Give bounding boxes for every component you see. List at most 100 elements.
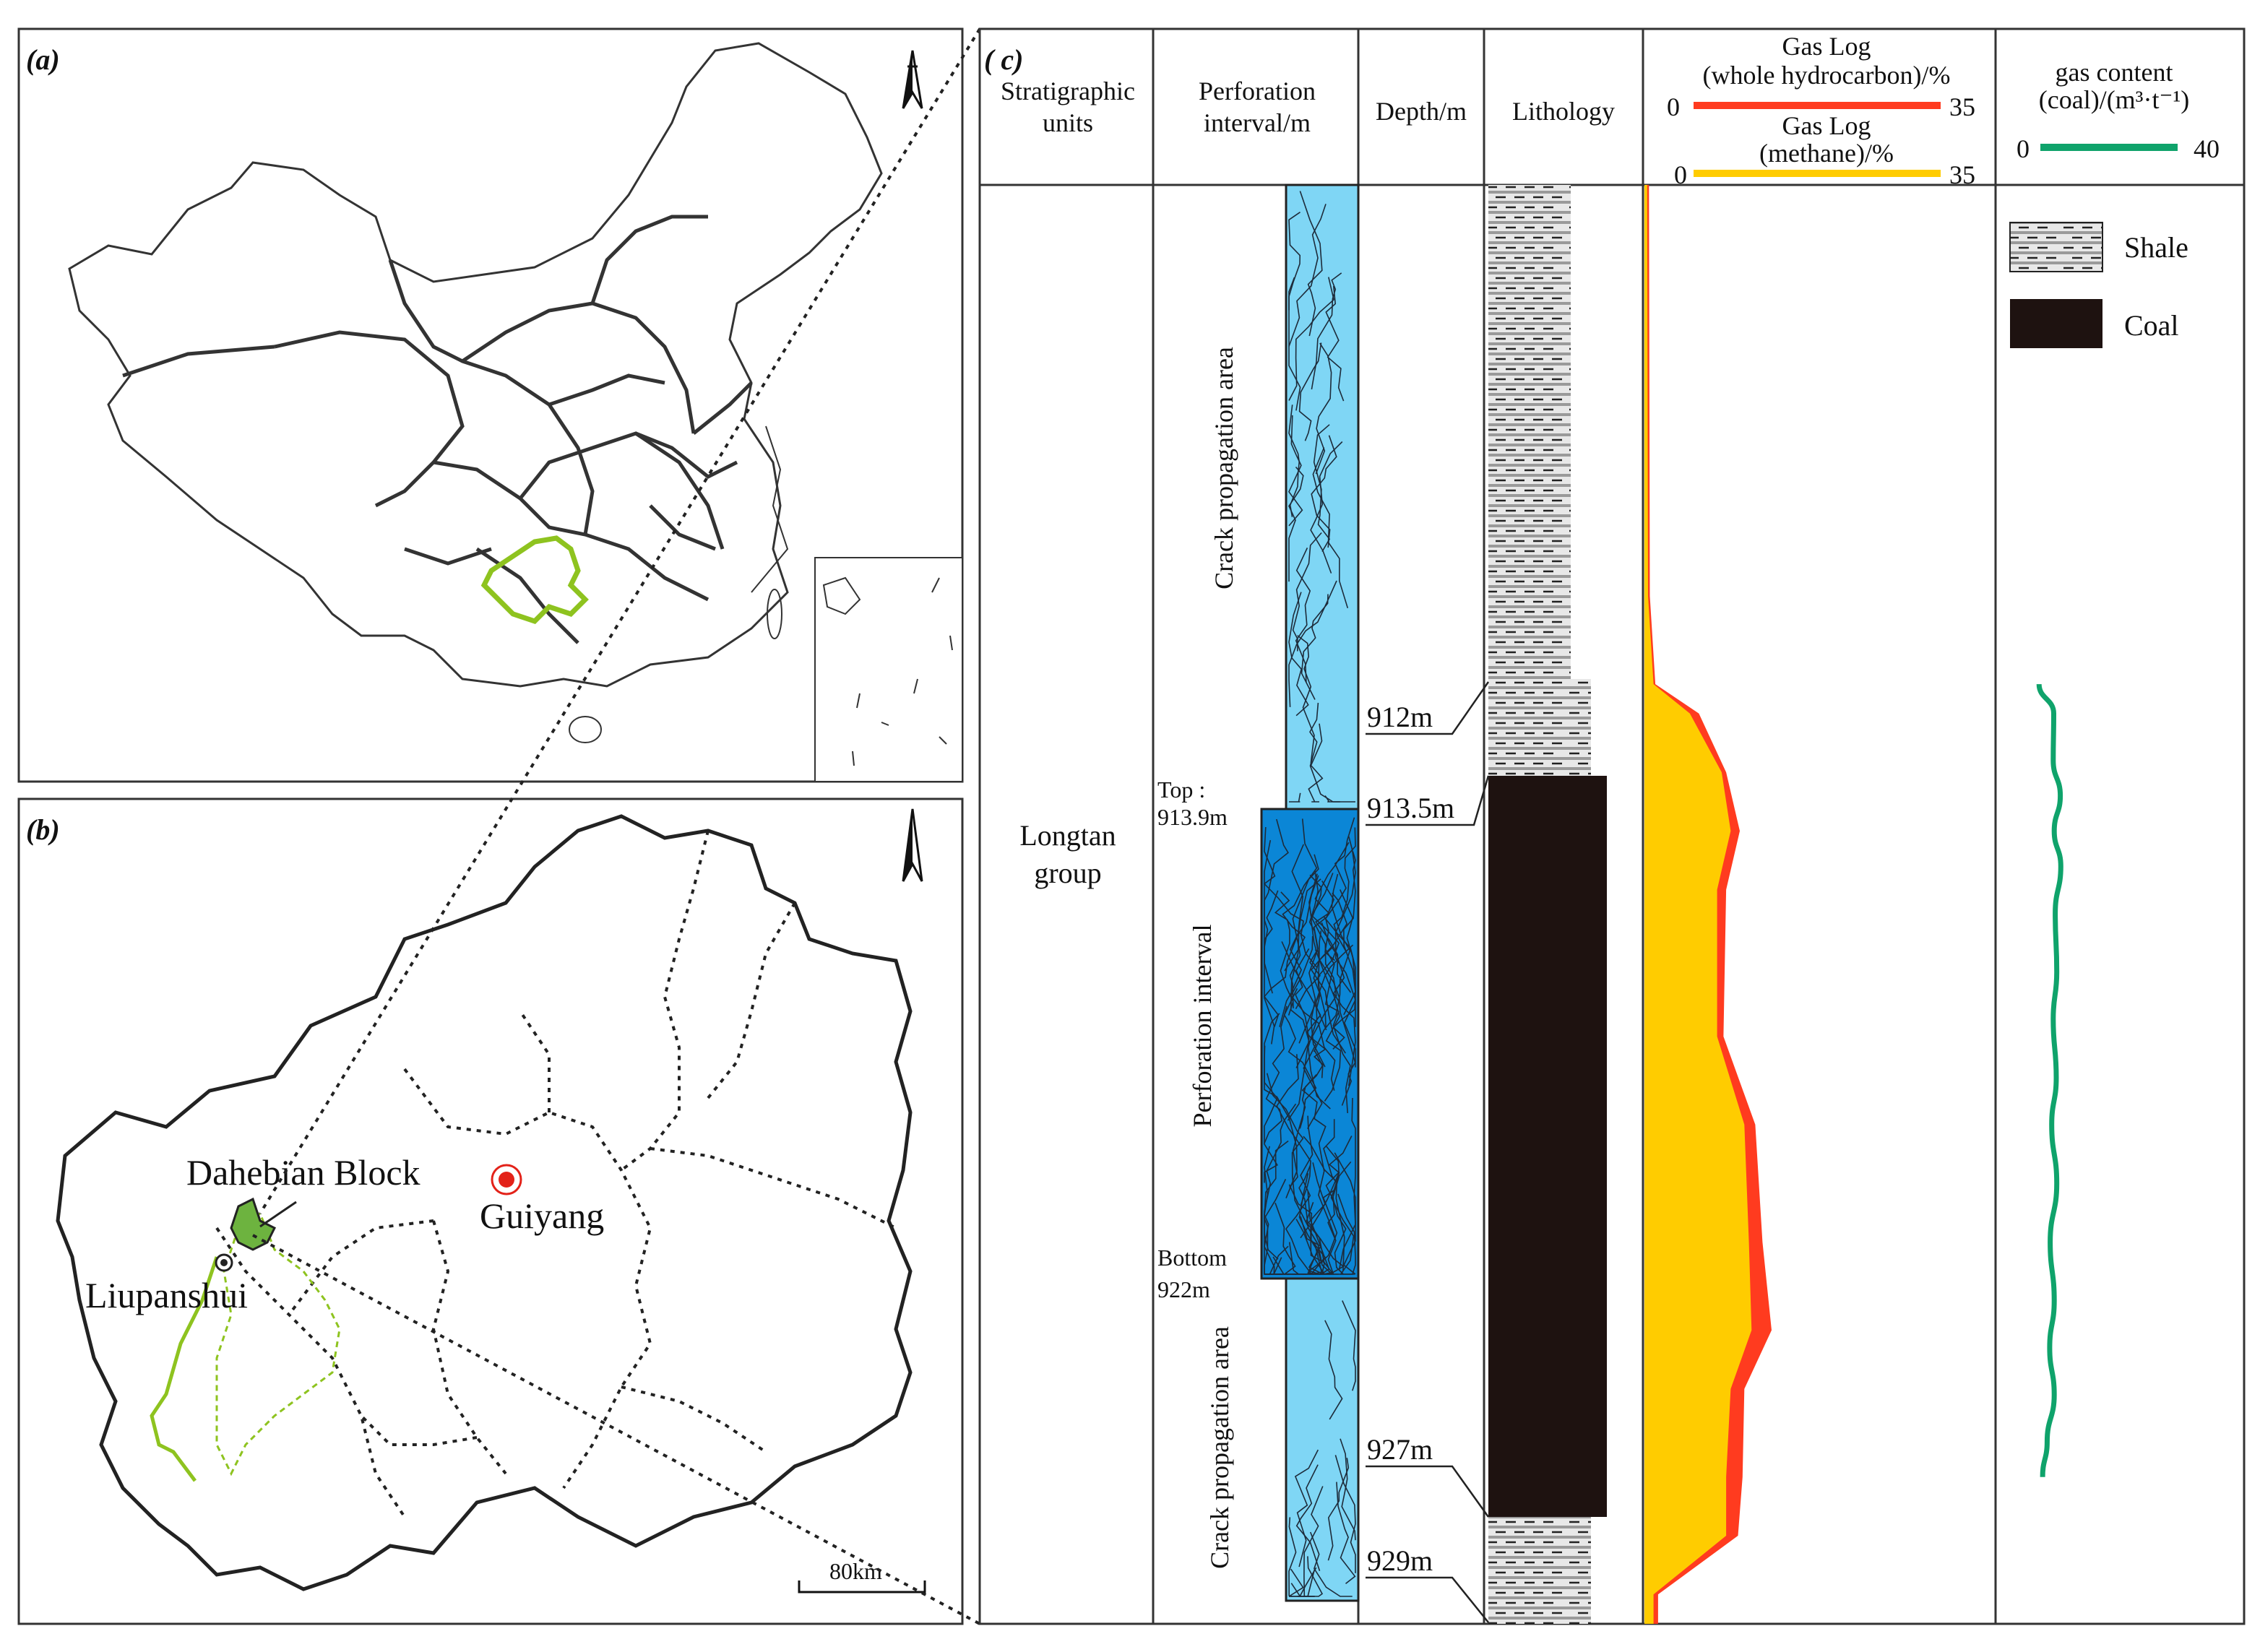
fracture-line xyxy=(1288,212,1301,311)
south-china-sea-inset xyxy=(814,557,963,782)
fracture-lines xyxy=(1263,191,1356,1597)
panel-c: ( c) Stratigraphic units Perforation int… xyxy=(978,27,2246,1625)
fracture-line xyxy=(1340,1438,1356,1541)
fracture-line xyxy=(1263,826,1317,968)
zoom-connectors xyxy=(252,27,981,1625)
header-gas3-line2: (coal)/(m³·t⁻¹) xyxy=(2039,85,2190,114)
fracture-line xyxy=(1279,844,1304,1027)
depth-marks xyxy=(1366,681,1490,1623)
perf-bottom-label-line1: Bottom xyxy=(1157,1245,1227,1271)
header-gas2-line1: Gas Log xyxy=(1782,111,1871,140)
fracture-line xyxy=(1288,204,1327,347)
liupanshui-city-icon xyxy=(215,1253,233,1272)
fracture-line xyxy=(1291,1246,1320,1275)
fracture-line xyxy=(1308,723,1324,803)
fracture-line xyxy=(1290,935,1336,1091)
panel-b-tag: (b) xyxy=(26,813,60,846)
fracture-line xyxy=(1303,1486,1324,1597)
header-perf-line2: interval/m xyxy=(1204,108,1311,137)
lithology-shale-upper xyxy=(1488,185,1571,679)
header-strat-line2: units xyxy=(1043,108,1093,137)
header-gas2-line2: (methane)/% xyxy=(1759,139,1894,168)
fracture-line xyxy=(1288,592,1309,717)
whole-scale-min: 0 xyxy=(1667,92,1680,121)
strat-unit-line2: group xyxy=(1034,857,1101,889)
upper-crack-zone-label: Crack propagation area xyxy=(1209,347,1238,589)
fracture-line xyxy=(1324,949,1351,1114)
fracture-line xyxy=(1308,1162,1334,1275)
strat-unit-line1: Longtan xyxy=(1019,819,1116,852)
gas-content-scale-min: 0 xyxy=(2017,134,2030,163)
header-stratigraphic: Stratigraphic units xyxy=(1001,77,1135,137)
header-depth: Depth/m xyxy=(1376,97,1467,126)
header-gas1-line2: (whole hydrocarbon)/% xyxy=(1703,61,1951,90)
guizhou-outline xyxy=(480,535,589,625)
perf-bottom-label-line2: 922m xyxy=(1157,1276,1210,1302)
fracture-line xyxy=(1342,1300,1356,1391)
fracture-line xyxy=(1338,1097,1356,1271)
fracture-line xyxy=(1287,948,1310,1121)
fracture-line xyxy=(1336,1482,1356,1585)
fracture-line xyxy=(1289,854,1319,1008)
fracture-line xyxy=(1333,827,1356,952)
perf-lower-crack-zone xyxy=(1285,1277,1360,1602)
fracture-line xyxy=(1339,889,1356,1068)
fracture-line xyxy=(1314,842,1352,993)
methane-scale-max: 35 xyxy=(1949,160,1975,189)
dahebian-block-icon xyxy=(230,1197,277,1251)
fracture-line xyxy=(1334,1152,1356,1275)
header-gas-content: gas content (coal)/(m³·t⁻¹) xyxy=(2039,58,2190,114)
perf-top-label-line1: Top : xyxy=(1157,777,1205,803)
fracture-line xyxy=(1312,447,1349,609)
fracture-line xyxy=(1319,946,1356,1106)
fracture-line xyxy=(1324,1320,1343,1420)
fracture-line xyxy=(1276,1054,1311,1206)
guizhou-province-outline xyxy=(56,814,913,1591)
prefecture-borders xyxy=(215,830,897,1518)
fracture-line xyxy=(1298,1164,1334,1275)
legend-coal-swatch xyxy=(2010,299,2102,348)
fracture-line xyxy=(1264,818,1289,966)
panel-a: (a) xyxy=(17,27,964,783)
gas-content-curve xyxy=(2036,683,2063,1477)
header-gas1-line1: Gas Log xyxy=(1782,32,1871,61)
liupanshui-boundary xyxy=(150,1256,219,1482)
panel-a-frame xyxy=(17,27,964,783)
depth-label-913-5: 913.5m xyxy=(1367,792,1454,824)
coastline xyxy=(569,425,789,743)
fracture-line xyxy=(1274,891,1294,1016)
fracture-line xyxy=(1321,922,1356,1086)
fracture-line xyxy=(1264,1006,1288,1144)
fracture-line xyxy=(1282,818,1318,972)
fracture-line xyxy=(1327,1458,1350,1561)
fracture-line xyxy=(1288,415,1303,527)
fracture-line xyxy=(1329,1193,1356,1275)
fracture-line xyxy=(1334,836,1356,1027)
strat-unit-label: Longtan group xyxy=(1019,819,1116,889)
fracture-line xyxy=(1311,435,1337,548)
fracture-line xyxy=(1292,532,1322,652)
fracture-line xyxy=(1311,892,1348,1054)
fracture-line xyxy=(1298,342,1322,441)
fracture-line xyxy=(1294,1449,1319,1567)
fracture-line xyxy=(1290,878,1321,1068)
fracture-line xyxy=(1301,594,1329,700)
gas-log-track xyxy=(1644,185,1772,1624)
fracture-line xyxy=(1285,1115,1314,1275)
whole-scale-max: 35 xyxy=(1949,92,1975,121)
header-strat-line1: Stratigraphic xyxy=(1001,77,1135,105)
fracture-line xyxy=(1295,874,1322,1009)
guiyang-label: Guiyang xyxy=(480,1195,604,1236)
fracture-line xyxy=(1264,1013,1298,1198)
perf-interval-zone xyxy=(1260,808,1360,1280)
fracture-line xyxy=(1298,873,1340,1044)
fracture-line xyxy=(1310,441,1343,574)
fracture-line xyxy=(1323,1119,1345,1271)
panel-c-tag: ( c) xyxy=(984,43,1023,76)
fracture-line xyxy=(1324,795,1355,803)
fracture-line xyxy=(1263,875,1319,1027)
legend-shale-swatch xyxy=(2009,222,2103,272)
fracture-line xyxy=(1295,548,1311,683)
gas-content-scale-max: 40 xyxy=(2194,134,2220,163)
